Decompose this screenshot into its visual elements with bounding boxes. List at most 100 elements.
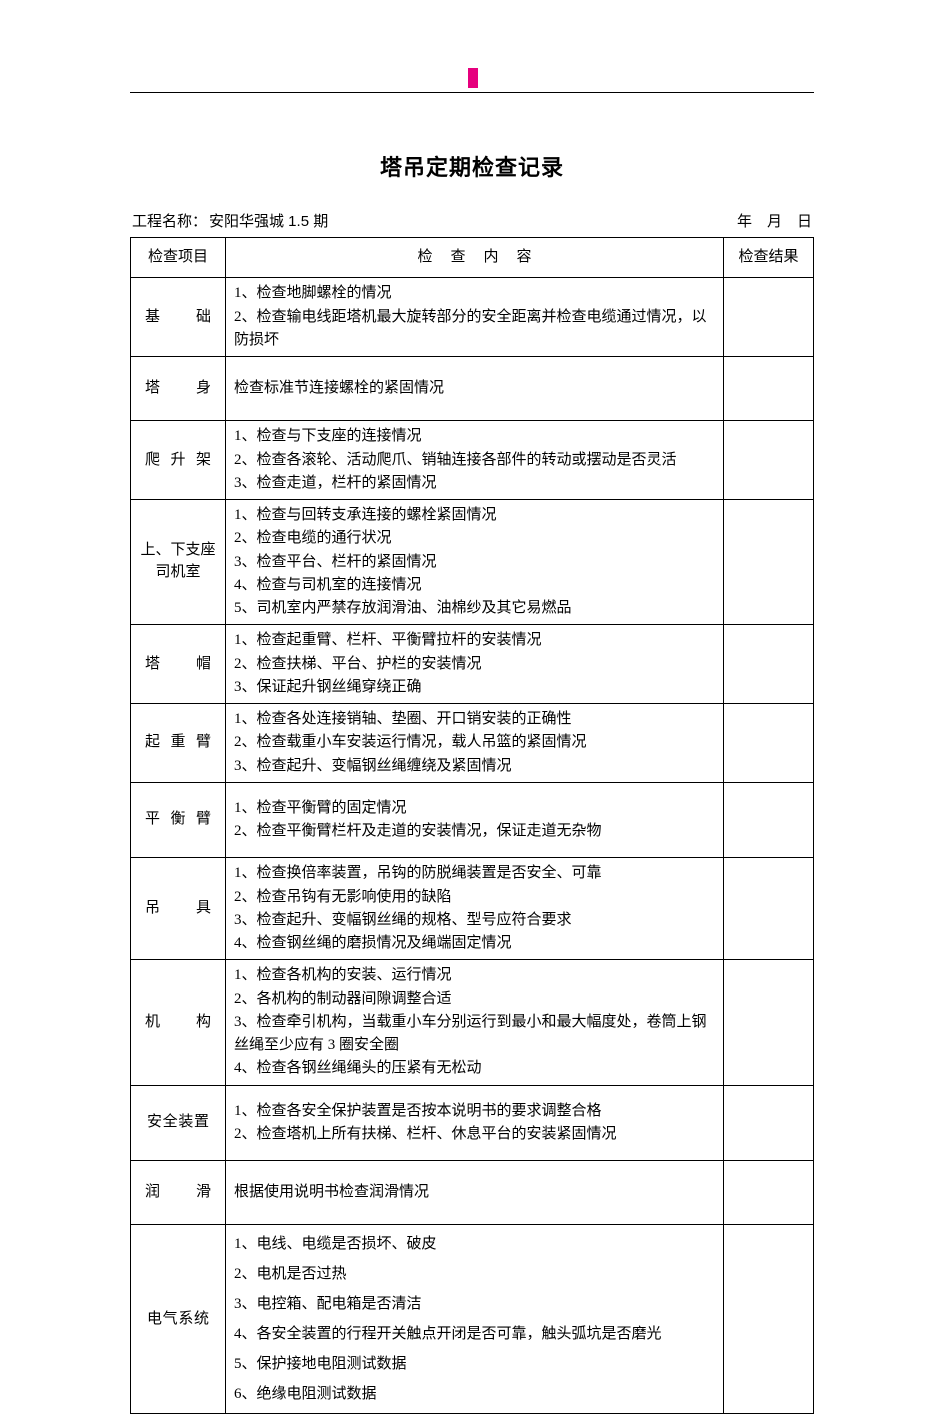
meta-row: 工程名称： 安阳华强城 1.5 期 年 月 日 (130, 210, 814, 231)
content-line: 1、检查各处连接销轴、垫圈、开口销安装的正确性 (234, 708, 715, 731)
content-cell: 1、电线、电缆是否损坏、破皮2、电机是否过热3、电控箱、配电箱是否清洁4、各安全… (226, 1225, 724, 1414)
header-rule (130, 92, 814, 93)
content-line: 2、各机构的制动器间隙调整合适 (234, 988, 715, 1011)
category-label: 起重臂 (145, 731, 211, 754)
content-line: 1、检查与回转支承连接的螺栓紧固情况 (234, 504, 715, 527)
table-row: 基础 1、检查地脚螺栓的情况2、检查输电线距塔机最大旋转部分的安全距离并检查电缆通… (131, 278, 814, 357)
content-line: 5、保护接地电阻测试数据 (234, 1349, 715, 1379)
category-label: 塔身 (145, 377, 211, 400)
content-line: 2、检查塔机上所有扶梯、栏杆、休息平台的安装紧固情况 (234, 1123, 715, 1146)
content-line: 3、检查走道，栏杆的紧固情况 (234, 472, 715, 495)
date-label: 年 月 日 (737, 210, 812, 231)
table-row: 机构 1、检查各机构的安装、运行情况2、各机构的制动器间隙调整合适3、检查牵引机构… (131, 960, 814, 1085)
content-line: 根据使用说明书检查润滑情况 (234, 1181, 715, 1204)
result-cell (724, 625, 814, 704)
table-row: 电气系统 1、电线、电缆是否损坏、破皮2、电机是否过热3、电控箱、配电箱是否清洁4… (131, 1225, 814, 1414)
category-label: 电气系统 (147, 1308, 209, 1331)
header-item: 检查项目 (131, 238, 226, 278)
content-line: 3、检查牵引机构，当载重小车分别运行到最小和最大幅度处，卷筒上钢丝绳至少应有 3… (234, 1011, 715, 1058)
inspection-table: 检查项目 检查内容 检查结果 基础 1、检查地脚螺栓的情况2、检查输电线距塔机最大… (130, 237, 814, 1414)
category-label: 司机室 (135, 562, 221, 584)
table-row: 起重臂 1、检查各处连接销轴、垫圈、开口销安装的正确性2、检查载重小车安装运行情况… (131, 704, 814, 783)
content-cell: 1、检查各处连接销轴、垫圈、开口销安装的正确性2、检查载重小车安装运行情况，载人… (226, 704, 724, 783)
content-line: 检查标准节连接螺栓的紧固情况 (234, 377, 715, 400)
document-title: 塔吊定期检查记录 (130, 150, 814, 182)
table-row: 平衡臂 1、检查平衡臂的固定情况2、检查平衡臂栏杆及走道的安装情况，保证走道无杂物 (131, 782, 814, 858)
content-cell: 1、检查平衡臂的固定情况2、检查平衡臂栏杆及走道的安装情况，保证走道无杂物 (226, 782, 724, 858)
category-cell: 润滑 (131, 1161, 226, 1225)
result-cell (724, 500, 814, 625)
result-cell (724, 782, 814, 858)
category-cell: 基础 (131, 278, 226, 357)
content-line: 1、检查地脚螺栓的情况 (234, 282, 715, 305)
table-row: 塔身检查标准节连接螺栓的紧固情况 (131, 357, 814, 421)
result-cell (724, 1085, 814, 1161)
category-cell: 吊具 (131, 858, 226, 960)
content-line: 3、检查起升、变幅钢丝绳的规格、型号应符合要求 (234, 909, 715, 932)
table-row: 吊具1、检查换倍率装置，吊钩的防脱绳装置是否安全、可靠2、检查吊钩有无影响使用的… (131, 858, 814, 960)
content-line: 2、检查平衡臂栏杆及走道的安装情况，保证走道无杂物 (234, 820, 715, 843)
content-line: 1、电线、电缆是否损坏、破皮 (234, 1229, 715, 1259)
content-line: 2、检查扶梯、平台、护栏的安装情况 (234, 653, 715, 676)
content-line: 5、司机室内严禁存放润滑油、油棉纱及其它易燃品 (234, 597, 715, 620)
content-cell: 检查标准节连接螺栓的紧固情况 (226, 357, 724, 421)
category-cell: 电气系统 (131, 1225, 226, 1414)
table-header-row: 检查项目 检查内容 检查结果 (131, 238, 814, 278)
content-line: 4、检查各钢丝绳绳头的压紧有无松动 (234, 1057, 715, 1080)
category-label: 基础 (145, 306, 211, 329)
category-label: 安全装置 (147, 1111, 209, 1134)
content-line: 4、各安全装置的行程开关触点开闭是否可靠，触头弧坑是否磨光 (234, 1319, 715, 1349)
result-cell (724, 1225, 814, 1414)
content-line: 2、电机是否过热 (234, 1259, 715, 1289)
result-cell (724, 858, 814, 960)
table-row: 上、下支座司机室1、检查与回转支承连接的螺栓紧固情况2、检查电缆的通行状况3、检… (131, 500, 814, 625)
table-row: 爬升架1、检查与下支座的连接情况2、检查各滚轮、活动爬爪、销轴连接各部件的转动或… (131, 421, 814, 500)
result-cell (724, 960, 814, 1085)
header-result: 检查结果 (724, 238, 814, 278)
content-line: 3、检查起升、变幅钢丝绳缠绕及紧固情况 (234, 755, 715, 778)
category-cell: 爬升架 (131, 421, 226, 500)
content-line: 2、检查载重小车安装运行情况，载人吊篮的紧固情况 (234, 731, 715, 754)
content-cell: 1、检查各机构的安装、运行情况2、各机构的制动器间隙调整合适3、检查牵引机构，当… (226, 960, 724, 1085)
category-label: 机构 (145, 1011, 211, 1034)
content-line: 2、检查输电线距塔机最大旋转部分的安全距离并检查电缆通过情况，以防损坏 (234, 306, 715, 353)
content-line: 1、检查换倍率装置，吊钩的防脱绳装置是否安全、可靠 (234, 862, 715, 885)
category-cell: 平衡臂 (131, 782, 226, 858)
category-label: 润滑 (145, 1181, 211, 1204)
content-line: 1、检查平衡臂的固定情况 (234, 797, 715, 820)
result-cell (724, 421, 814, 500)
project-value: 安阳华强城 1.5 期 (209, 210, 328, 231)
content-line: 1、检查与下支座的连接情况 (234, 425, 715, 448)
content-cell: 1、检查地脚螺栓的情况2、检查输电线距塔机最大旋转部分的安全距离并检查电缆通过情… (226, 278, 724, 357)
category-cell: 塔帽 (131, 625, 226, 704)
category-label: 平衡臂 (145, 808, 211, 831)
content-line: 4、检查钢丝绳的磨损情况及绳端固定情况 (234, 932, 715, 955)
result-cell (724, 357, 814, 421)
content-line: 3、电控箱、配电箱是否清洁 (234, 1289, 715, 1319)
page-marker (468, 68, 478, 88)
page-content: 塔吊定期检查记录 工程名称： 安阳华强城 1.5 期 年 月 日 检查项目 检查… (130, 150, 814, 1414)
table-row: 塔帽1、检查起重臂、栏杆、平衡臂拉杆的安装情况2、检查扶梯、平台、护栏的安装情况… (131, 625, 814, 704)
category-cell: 机构 (131, 960, 226, 1085)
table-row: 安全装置 1、检查各安全保护装置是否按本说明书的要求调整合格2、检查塔机上所有扶梯… (131, 1085, 814, 1161)
content-cell: 根据使用说明书检查润滑情况 (226, 1161, 724, 1225)
content-line: 3、检查平台、栏杆的紧固情况 (234, 551, 715, 574)
category-label: 上、下支座 (135, 540, 221, 562)
project-label: 工程名称： (132, 210, 207, 231)
content-cell: 1、检查换倍率装置，吊钩的防脱绳装置是否安全、可靠2、检查吊钩有无影响使用的缺陷… (226, 858, 724, 960)
category-cell: 塔身 (131, 357, 226, 421)
result-cell (724, 278, 814, 357)
result-cell (724, 1161, 814, 1225)
content-line: 1、检查各机构的安装、运行情况 (234, 964, 715, 987)
content-cell: 1、检查起重臂、栏杆、平衡臂拉杆的安装情况2、检查扶梯、平台、护栏的安装情况3、… (226, 625, 724, 704)
content-line: 4、检查与司机室的连接情况 (234, 574, 715, 597)
result-cell (724, 704, 814, 783)
category-cell: 上、下支座司机室 (131, 500, 226, 625)
category-label: 爬升架 (145, 449, 211, 472)
content-line: 3、保证起升钢丝绳穿绕正确 (234, 676, 715, 699)
table-row: 润滑根据使用说明书检查润滑情况 (131, 1161, 814, 1225)
content-cell: 1、检查与回转支承连接的螺栓紧固情况2、检查电缆的通行状况3、检查平台、栏杆的紧… (226, 500, 724, 625)
content-line: 6、绝缘电阻测试数据 (234, 1379, 715, 1409)
project-name: 工程名称： 安阳华强城 1.5 期 (132, 210, 328, 231)
content-line: 1、检查各安全保护装置是否按本说明书的要求调整合格 (234, 1100, 715, 1123)
